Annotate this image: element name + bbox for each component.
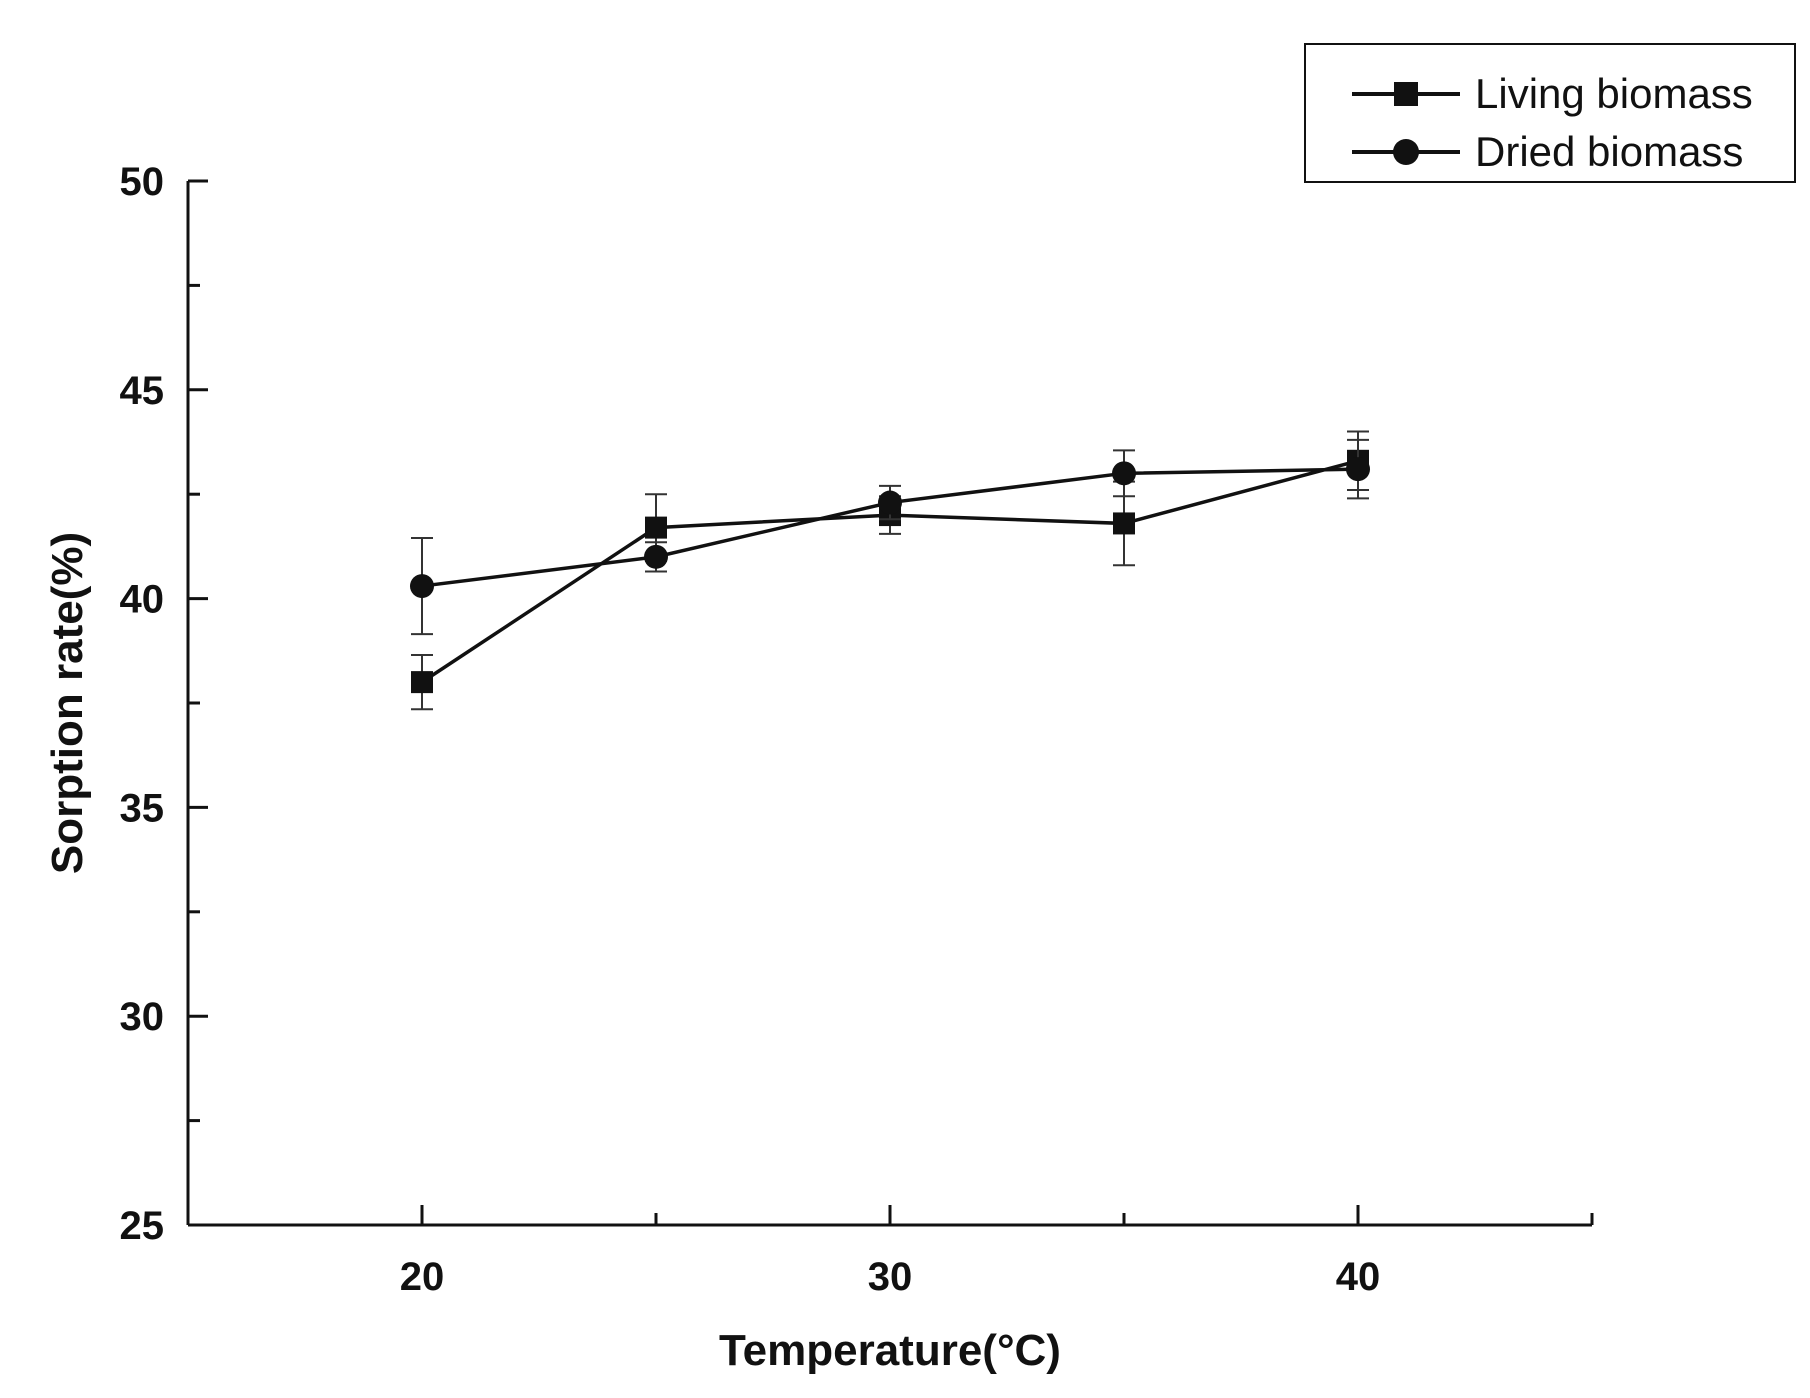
x-tick-label: 20 — [400, 1255, 445, 1299]
data-point-circle — [878, 490, 902, 515]
data-point-circle — [1346, 457, 1370, 482]
data-point-square — [411, 671, 433, 694]
y-tick-label: 40 — [120, 578, 165, 622]
plot-area — [410, 430, 1370, 711]
data-point-circle — [410, 574, 434, 599]
legend-label-living: Living biomass — [1475, 70, 1753, 117]
series-dried-biomass — [410, 438, 1370, 636]
data-point-circle — [644, 544, 668, 569]
y-tick-label: 25 — [120, 1204, 165, 1248]
data-point-square — [645, 516, 667, 539]
y-tick-label: 30 — [120, 995, 165, 1039]
ticks — [188, 179, 1594, 1227]
y-tick-label: 45 — [120, 369, 165, 413]
x-axis-title: Temperature(°C) — [719, 1326, 1061, 1375]
legend-label-dried: Dried biomass — [1475, 128, 1743, 175]
legend-marker-circle — [1393, 139, 1419, 165]
x-tick-label: 40 — [1336, 1255, 1381, 1299]
legend-box — [1304, 43, 1796, 183]
y-tick-label: 50 — [120, 160, 165, 204]
y-axis-title: Sorption rate(%) — [43, 532, 92, 874]
tick-labels: 25 30 35 40 45 50 20 30 40 — [120, 160, 1381, 1299]
data-point-square — [1113, 512, 1135, 535]
data-point-circle — [1112, 461, 1136, 486]
legend-marker-square — [1394, 82, 1418, 106]
legend: Living biomass Dried biomass — [1304, 43, 1796, 183]
x-tick-label: 30 — [868, 1255, 913, 1299]
y-tick-label: 35 — [120, 786, 165, 830]
